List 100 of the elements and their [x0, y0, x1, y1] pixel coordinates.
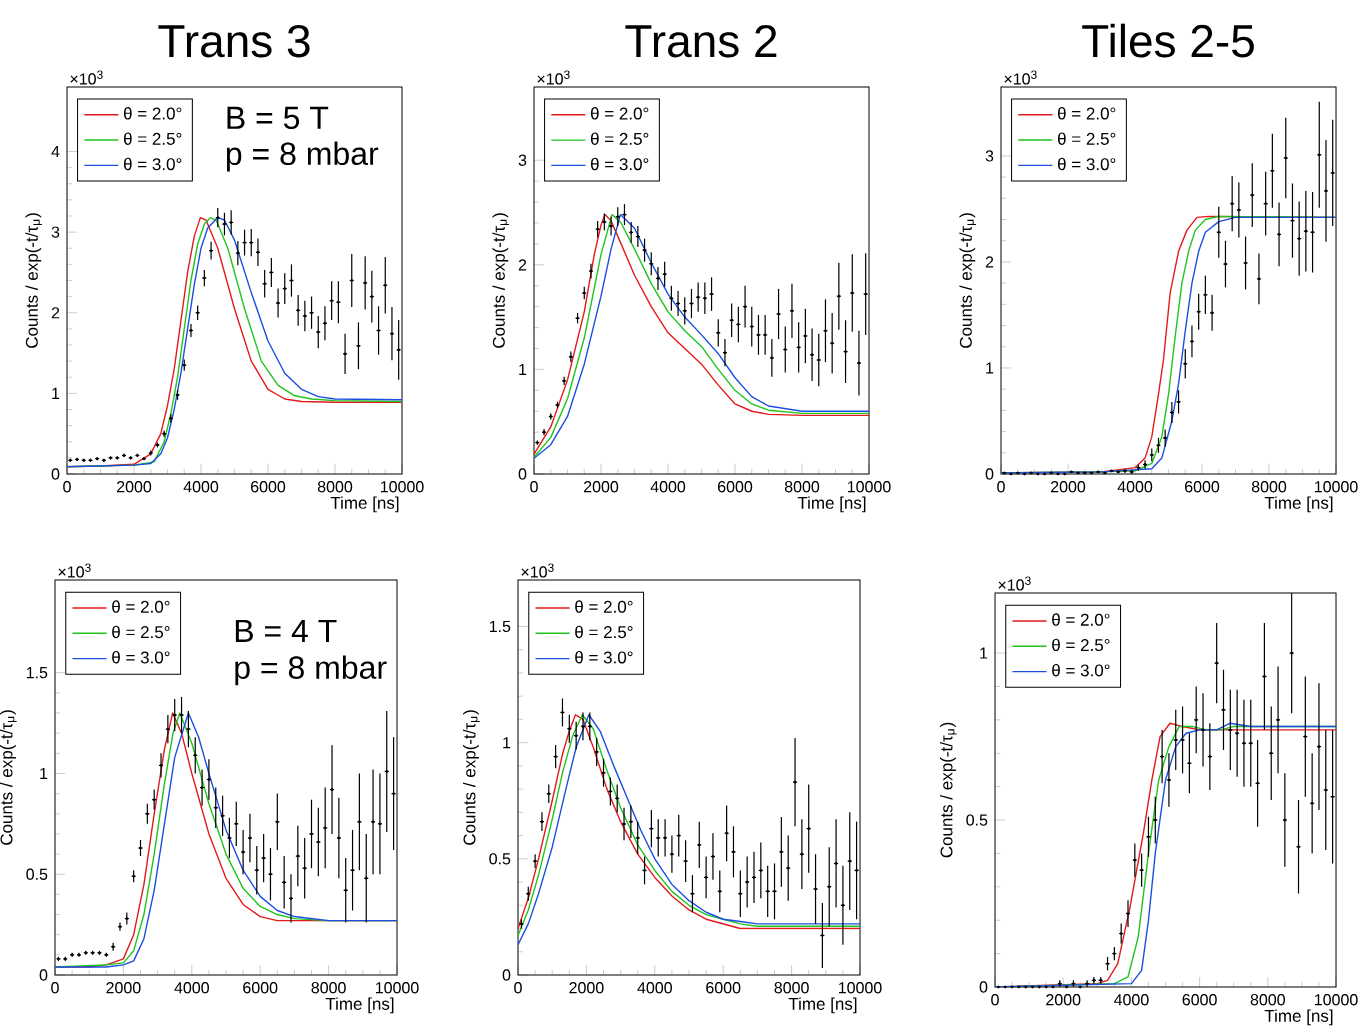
y-tick-label: 1: [986, 362, 994, 374]
y-tick-label: 1: [519, 363, 527, 375]
legend-label: θ = 2.0°: [123, 107, 182, 120]
y-tick-label: 0: [518, 468, 527, 480]
x-tick-label: 6000: [243, 982, 278, 994]
y-tick-label: 3: [51, 226, 60, 238]
x-tick-label: 2000: [1046, 994, 1081, 1006]
y-tick-label: 2: [985, 256, 994, 268]
x-axis-title: Time [ns]: [1264, 1009, 1333, 1026]
x-tick-label: 4000: [650, 481, 686, 493]
x-tick-label: 8000: [1251, 481, 1287, 493]
legend-label: θ = 3.0°: [590, 157, 649, 171]
x-tick-label: 10000: [847, 481, 891, 493]
legend-label: θ = 2.0°: [1057, 107, 1116, 120]
x-tick-label: 10000: [1314, 481, 1358, 493]
x-tick-label: 2000: [584, 481, 619, 493]
legend-label: θ = 3.0°: [1057, 157, 1116, 171]
y-tick-label: 3: [518, 154, 527, 166]
x-tick-label: 10000: [375, 982, 419, 994]
y-tick-label: 0: [39, 969, 48, 981]
y-tick-label: 0: [502, 969, 511, 981]
y-tick-label: 2: [518, 259, 527, 271]
x-axis-title: Time [ns]: [797, 496, 866, 513]
x-tick-label: 10000: [1314, 994, 1358, 1006]
annotation: B = 4 T: [235, 619, 337, 642]
legend-label: θ = 2.5°: [1052, 638, 1110, 652]
x-tick-label: 8000: [774, 982, 809, 994]
annotation: p = 8 mbar: [226, 141, 379, 172]
y-axis-title: Counts / exp(-t/τ$_{μ}$): [959, 213, 976, 348]
y-axis-title: Counts / exp(-t/τ$_{μ}$): [0, 710, 17, 845]
legend-label: θ = 2.5°: [575, 625, 633, 639]
x-tick-label: 6000: [1182, 994, 1217, 1006]
y-tick-label: 1: [40, 767, 48, 779]
chart-title: Trans 3: [158, 24, 310, 58]
x-axis-title: Time [ns]: [1264, 496, 1333, 513]
x-tick-label: 6000: [251, 481, 286, 493]
legend-label: θ = 3.0°: [123, 157, 182, 171]
legend-label: θ = 2.0°: [112, 600, 170, 613]
legend-label: θ = 2.5°: [590, 132, 649, 145]
y-tick-label: 0.5: [26, 868, 48, 880]
x-tick-label: 2000: [106, 982, 141, 994]
x-tick-label: 2000: [569, 982, 604, 994]
x-tick-label: 8000: [784, 481, 820, 493]
x-axis-title: Time [ns]: [788, 997, 857, 1014]
x-tick-label: 6000: [706, 982, 741, 994]
y-tick-label: 1: [980, 647, 988, 659]
x-tick-label: 6000: [1185, 481, 1220, 493]
annotation: B = 5 T: [227, 106, 329, 130]
y-tick-label: 0: [51, 468, 60, 480]
text: ×10$^{3}$: [537, 70, 570, 85]
text: ×10$^{3}$: [1004, 70, 1037, 85]
x-tick-label: 2000: [117, 481, 152, 493]
x-tick-label: 10000: [838, 982, 882, 994]
x-tick-label: 0: [997, 481, 1005, 493]
y-axis-title: Counts / exp(-t/τ$_{μ}$): [492, 213, 509, 348]
legend-label: θ = 3.0°: [575, 650, 633, 664]
y-tick-label: 1: [52, 387, 60, 399]
text: ×10$^{3}$: [70, 70, 103, 85]
y-axis-title: Counts / exp(-t/τ$_{μ}$): [940, 722, 957, 858]
legend-label: θ = 3.0°: [1052, 663, 1110, 677]
x-tick-label: 4000: [637, 982, 672, 994]
text: ×10$^{3}$: [998, 576, 1031, 591]
y-axis-title: Counts / exp(-t/τ$_{μ}$): [25, 213, 42, 348]
chart-title: Tiles 2-5: [1082, 23, 1254, 58]
y-tick-label: 2: [51, 307, 60, 319]
annotation: p = 8 mbar: [235, 655, 387, 686]
x-tick-label: 4000: [183, 481, 219, 493]
y-tick-label: 0: [985, 468, 994, 480]
text: ×10$^{3}$: [58, 563, 91, 578]
x-tick-label: 0: [530, 481, 538, 493]
x-tick-label: 6000: [718, 481, 753, 493]
y-tick-label: 0.5: [966, 814, 988, 826]
x-tick-label: 8000: [311, 982, 346, 994]
x-tick-label: 0: [63, 481, 71, 493]
legend-label: θ = 2.0°: [575, 600, 633, 613]
x-tick-label: 4000: [1117, 481, 1153, 493]
legend-label: θ = 2.5°: [123, 132, 182, 145]
y-tick-label: 3: [985, 150, 994, 162]
y-tick-label: 1: [503, 737, 511, 749]
x-tick-label: 4000: [174, 982, 209, 994]
legend-label: θ = 3.0°: [112, 650, 170, 664]
legend-label: θ = 2.5°: [112, 625, 170, 639]
line-series: [67, 216, 403, 468]
y-axis-title: Counts / exp(-t/τ$_{μ}$): [463, 710, 480, 845]
chart-title: Trans 2: [625, 24, 777, 58]
x-tick-label: 2000: [1051, 481, 1086, 493]
legend-label: θ = 2.0°: [590, 107, 649, 120]
x-tick-label: 4000: [1113, 994, 1149, 1006]
x-tick-label: 10000: [380, 481, 424, 493]
y-tick-label: 1.5: [26, 667, 48, 679]
x-axis-title: Time [ns]: [325, 997, 394, 1014]
legend-label: θ = 2.0°: [1052, 613, 1110, 626]
y-tick-label: 4: [51, 145, 60, 157]
x-tick-label: 8000: [317, 481, 353, 493]
x-tick-label: 8000: [1250, 994, 1285, 1006]
text: ×10$^{3}$: [521, 563, 554, 578]
x-axis-title: Time [ns]: [330, 496, 399, 513]
legend-label: θ = 2.5°: [1057, 132, 1116, 145]
y-tick-label: 1.5: [489, 620, 511, 633]
y-tick-label: 0.5: [489, 853, 511, 865]
